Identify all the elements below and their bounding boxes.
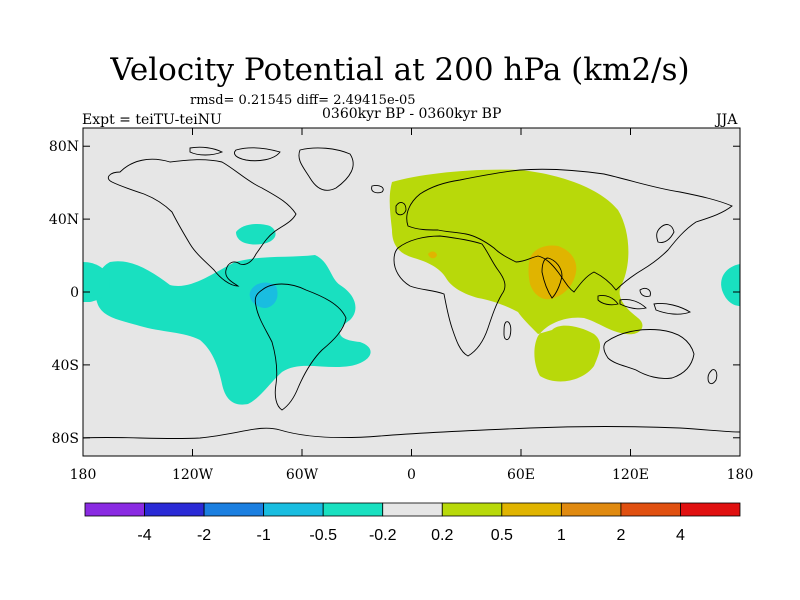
coast-japan xyxy=(656,224,675,243)
stats-line: rmsd= 0.21545 diff= 2.49415e-05 xyxy=(190,93,416,108)
colorbar-swatch xyxy=(680,502,741,517)
region-dateline-east-negative xyxy=(721,264,740,306)
colorbar-label: -4 xyxy=(137,527,151,544)
coast-eurasia xyxy=(406,168,733,293)
coast-britain xyxy=(371,185,407,216)
coast-india xyxy=(541,257,563,299)
colorbar-swatch xyxy=(203,502,265,517)
region-east-hemisphere-positive xyxy=(389,169,643,382)
colorbar-label: 0.5 xyxy=(491,527,513,544)
coast-australia xyxy=(603,329,695,379)
coast-greenland xyxy=(298,147,354,191)
x-tick-label: 60E xyxy=(507,467,535,483)
colorbar-swatch xyxy=(144,502,205,517)
coast-africa xyxy=(393,235,506,357)
contour-fills xyxy=(83,169,740,405)
y-axis: 80N 40N 0 40S 80S xyxy=(49,139,740,447)
colorbar-label: -0.5 xyxy=(309,527,337,544)
colorbar-swatch xyxy=(620,502,681,517)
y-tick-label: 80S xyxy=(52,431,79,447)
colorbar-label: -0.2 xyxy=(369,527,397,544)
y-tick-label: 80N xyxy=(49,139,79,155)
x-tick-label: 180 xyxy=(727,467,754,483)
colorbar-swatch xyxy=(382,502,443,517)
coast-arctic-islands xyxy=(189,146,281,162)
y-tick-label: 0 xyxy=(70,285,79,301)
colorbar-label: 4 xyxy=(676,527,685,544)
region-northwest-africa-positive-patch xyxy=(428,251,437,259)
coastlines xyxy=(83,146,740,440)
x-tick-label: 120E xyxy=(612,467,649,483)
coast-north-america xyxy=(107,158,297,287)
colorbar-swatch xyxy=(263,502,324,517)
colorbar-swatch xyxy=(560,502,622,517)
colorbar-label: -2 xyxy=(197,527,211,544)
experiment-label: Expt = teiTU-teiNU xyxy=(82,112,222,128)
y-tick-label: 40N xyxy=(49,212,79,228)
x-axis: 180 120W 60W 0 60E 120E 180 xyxy=(70,128,754,483)
colorbar-label: -1 xyxy=(257,527,271,544)
region-south-asia-positive xyxy=(528,245,577,300)
colorbar-label: 2 xyxy=(616,527,625,544)
coast-new-zealand xyxy=(707,369,718,385)
x-tick-label: 180 xyxy=(70,467,97,483)
x-tick-label: 120W xyxy=(172,467,214,483)
x-tick-label: 0 xyxy=(407,467,416,483)
coast-maritime-continent xyxy=(597,287,692,315)
colorbar-swatch xyxy=(322,502,384,517)
colorbar-swatch xyxy=(501,502,562,517)
colorbar-label: 0.2 xyxy=(431,527,453,544)
region-atlantic-negative xyxy=(236,224,276,245)
coast-antarctica xyxy=(83,426,740,440)
colorbar-label: 1 xyxy=(557,527,566,544)
colorbar-swatch xyxy=(84,502,145,517)
coast-south-america xyxy=(254,283,347,411)
y-tick-label: 40S xyxy=(52,358,79,374)
x-tick-label: 60W xyxy=(286,467,319,483)
colorbar-swatch xyxy=(441,502,503,517)
region-central-america-negative xyxy=(249,282,278,308)
coast-madagascar xyxy=(503,321,512,341)
plot-title: Velocity Potential at 200 hPa (km2/s) xyxy=(110,52,690,88)
region-pacific-negative xyxy=(95,255,371,405)
season-label: JJA xyxy=(716,112,738,128)
period-label: 0360kyr BP - 0360kyr BP xyxy=(322,106,502,122)
